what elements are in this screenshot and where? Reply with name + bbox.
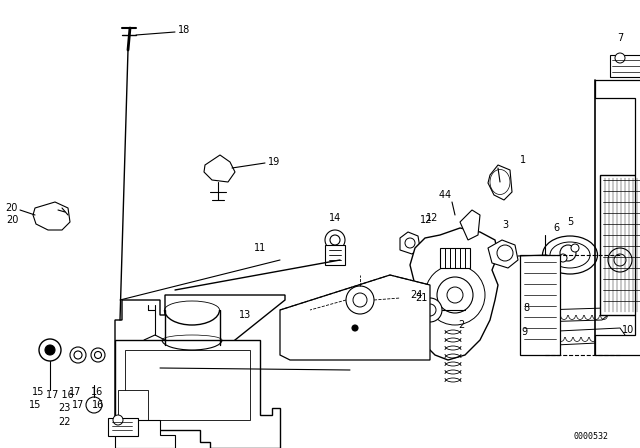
Text: 10: 10 (622, 325, 634, 335)
Text: 6: 6 (553, 223, 559, 233)
Text: 3: 3 (502, 220, 508, 230)
Circle shape (608, 248, 632, 272)
Text: 4: 4 (439, 190, 445, 200)
Text: 15: 15 (29, 400, 41, 410)
Text: 4: 4 (445, 190, 451, 200)
Circle shape (149, 358, 159, 368)
Polygon shape (204, 155, 235, 182)
Polygon shape (115, 420, 175, 448)
Circle shape (424, 304, 436, 316)
Circle shape (497, 245, 513, 261)
Text: 17: 17 (69, 387, 81, 397)
Polygon shape (535, 308, 608, 322)
Circle shape (437, 277, 473, 313)
Text: 14: 14 (329, 213, 341, 223)
Text: 12: 12 (420, 215, 433, 225)
Text: 16: 16 (92, 400, 104, 410)
Text: 8: 8 (524, 303, 530, 313)
Circle shape (330, 235, 340, 245)
Bar (610, 55, 640, 77)
Circle shape (559, 254, 567, 262)
Circle shape (148, 344, 160, 356)
Text: 19: 19 (268, 157, 280, 167)
Polygon shape (488, 165, 512, 200)
Polygon shape (115, 295, 285, 420)
Circle shape (405, 238, 415, 248)
Circle shape (425, 265, 485, 325)
Polygon shape (400, 232, 420, 254)
Circle shape (91, 348, 105, 362)
Bar (118, 390, 148, 420)
Circle shape (614, 254, 626, 266)
Polygon shape (325, 245, 345, 265)
Text: 21: 21 (415, 293, 428, 303)
Text: 16: 16 (91, 387, 103, 397)
Circle shape (353, 293, 367, 307)
Circle shape (352, 325, 358, 331)
Text: 2: 2 (458, 320, 464, 330)
Text: 1: 1 (520, 155, 526, 165)
Bar (600, 175, 640, 315)
Bar (108, 418, 138, 436)
Text: 7: 7 (617, 33, 623, 43)
Text: 23: 23 (58, 403, 70, 413)
Text: 22: 22 (58, 417, 70, 427)
Polygon shape (144, 335, 165, 370)
Polygon shape (460, 210, 480, 240)
Bar (440, 248, 470, 268)
Text: 5: 5 (567, 217, 573, 227)
Text: 15: 15 (32, 387, 44, 397)
Circle shape (615, 53, 625, 63)
Circle shape (346, 286, 374, 314)
Bar (125, 350, 250, 420)
Text: 24: 24 (410, 290, 422, 300)
Bar (520, 255, 560, 355)
Text: 13: 13 (239, 310, 251, 320)
Circle shape (418, 298, 442, 322)
Polygon shape (595, 80, 640, 355)
Circle shape (447, 287, 463, 303)
Text: 9: 9 (521, 327, 527, 337)
Polygon shape (33, 202, 70, 230)
Text: 17 16: 17 16 (46, 390, 74, 400)
Polygon shape (488, 240, 518, 268)
Circle shape (86, 397, 102, 413)
Polygon shape (280, 275, 430, 360)
Text: 20: 20 (6, 215, 18, 225)
Polygon shape (115, 340, 280, 448)
Polygon shape (410, 228, 498, 360)
Polygon shape (530, 328, 625, 346)
Circle shape (560, 245, 576, 261)
Circle shape (113, 415, 123, 425)
Text: 0000532: 0000532 (573, 432, 608, 441)
Text: 20: 20 (5, 203, 17, 213)
Circle shape (95, 352, 102, 358)
Circle shape (39, 339, 61, 361)
Circle shape (45, 345, 55, 355)
Text: 17: 17 (72, 400, 84, 410)
Circle shape (70, 347, 86, 363)
Circle shape (571, 244, 579, 252)
Circle shape (74, 351, 82, 359)
Text: 18: 18 (178, 25, 190, 35)
Text: 11: 11 (254, 243, 266, 253)
Circle shape (325, 230, 345, 250)
Text: 12: 12 (426, 213, 438, 223)
